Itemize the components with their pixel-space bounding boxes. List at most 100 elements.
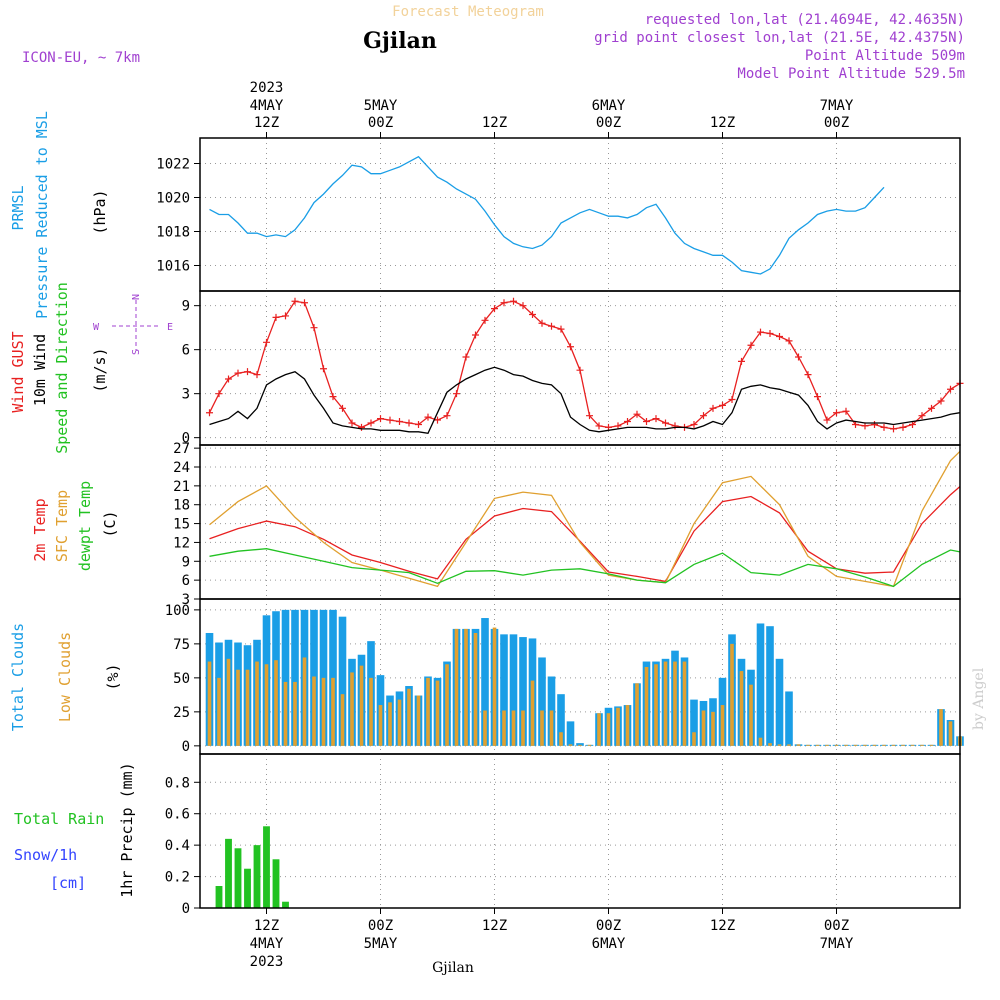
gust-point: [671, 422, 679, 430]
bar-low-clouds: [787, 744, 791, 746]
gust-point: [500, 299, 508, 307]
gust-point: [519, 302, 527, 310]
y-tick-label: 6: [182, 343, 190, 359]
bar-total-clouds: [775, 658, 784, 746]
gust-point: [871, 420, 878, 428]
gust-point: [415, 420, 422, 428]
bar-low-clouds: [340, 694, 345, 746]
gust-point: [947, 385, 954, 393]
bar-low-clouds: [521, 710, 525, 746]
series-10m-wind: [209, 366, 961, 435]
y-tick-label: 0: [182, 739, 190, 755]
y-tick-label: 3: [182, 387, 190, 403]
bar-low-clouds: [492, 627, 497, 746]
bar-low-clouds: [863, 744, 867, 746]
gust-point: [766, 330, 774, 338]
label-dewpt-temp: dewpt Temp: [76, 481, 94, 571]
model-label: ICON-EU, ~ 7km: [22, 50, 140, 66]
requested-coords: requested lon,lat (21.4694E, 42.4635N): [645, 12, 965, 28]
bar-total-clouds: [766, 626, 774, 746]
day-label: 5MAY: [364, 98, 398, 114]
bar-low-clouds: [901, 744, 905, 746]
bar-total-rain: [253, 845, 261, 908]
gust-point: [624, 418, 631, 426]
gust-point: [291, 297, 299, 305]
label-precip: 1hr Precip (mm): [118, 762, 136, 897]
label-celsius: (C): [101, 510, 119, 537]
bar-low-clouds: [825, 744, 829, 746]
bar-low-clouds: [445, 664, 449, 746]
bar-low-clouds: [464, 628, 468, 746]
day-label: 6MAY: [592, 936, 626, 952]
bar-low-clouds: [568, 744, 573, 746]
panel-wind: 0 3 6 9: [182, 290, 964, 447]
gust-point: [396, 418, 403, 426]
bar-total-clouds: [281, 609, 290, 746]
day-label: 4MAY: [250, 936, 284, 952]
day-label: 7MAY: [820, 936, 854, 952]
bar-low-clouds: [236, 669, 240, 746]
bar-low-clouds: [739, 671, 744, 746]
gust-point: [662, 419, 669, 427]
bar-total-clouds: [538, 657, 546, 746]
gust-point: [320, 365, 327, 373]
label-snow: Snow/1h: [14, 846, 77, 864]
bar-total-clouds: [500, 634, 508, 746]
gust-point: [823, 416, 831, 424]
y-tick-label: 21: [173, 479, 190, 495]
bar-low-clouds: [540, 710, 544, 746]
y-tick-label: 1018: [156, 225, 190, 241]
y-tick-label: 27: [173, 441, 190, 457]
bar-low-clouds: [625, 705, 630, 746]
y-tick-label: 15: [173, 517, 190, 533]
bar-low-clouds: [559, 732, 563, 746]
year-label: 2023: [250, 954, 284, 970]
y-tick-label: 100: [165, 603, 190, 619]
compass-rose: N W E S: [93, 294, 173, 355]
bar-low-clouds: [217, 677, 221, 746]
bar-low-clouds: [388, 702, 392, 746]
gust-point: [557, 325, 565, 333]
gust-point: [719, 401, 726, 409]
side-labels: PRMSL Pressure Reduced to MSL (hPa) Wind…: [9, 111, 136, 898]
gust-point: [225, 375, 232, 383]
bar-low-clouds: [530, 680, 535, 746]
panel-frame: [199, 753, 961, 909]
bar-low-clouds: [264, 664, 269, 746]
bar-low-clouds: [891, 744, 896, 746]
gust-point: [462, 353, 470, 361]
gust-point: [633, 410, 641, 418]
gust-point: [567, 343, 574, 351]
bar-total-clouds: [481, 618, 489, 746]
gust-point: [234, 369, 242, 377]
gust-point: [576, 366, 584, 374]
panel-frame: [199, 444, 961, 600]
label-pressure-msl: Pressure Reduced to MSL: [33, 111, 51, 319]
label-low-clouds: Low Clouds: [56, 632, 74, 722]
y-tick-label: 18: [173, 498, 190, 514]
bar-low-clouds: [207, 661, 212, 746]
gust-point: [899, 423, 907, 431]
bar-low-clouds: [730, 643, 734, 746]
label-2m-temp: 2m Temp: [31, 498, 49, 561]
gust-point: [424, 413, 432, 421]
gust-point: [795, 353, 802, 361]
bar-low-clouds: [274, 660, 278, 746]
gust-point: [481, 316, 489, 324]
y-tick-label: 0: [182, 901, 190, 917]
bar-low-clouds: [663, 661, 668, 746]
product-title: Forecast Meteogram: [392, 4, 544, 20]
bar-low-clouds: [606, 713, 611, 746]
time-label: 12Z: [482, 115, 507, 131]
bar-low-clouds: [711, 711, 715, 746]
label-wind-gust: Wind GUST: [9, 331, 27, 412]
label-snow-cm: [cm]: [50, 874, 86, 892]
bar-low-clouds: [758, 737, 763, 746]
bar-low-clouds: [720, 705, 725, 746]
time-label: 12Z: [710, 918, 735, 934]
gust-point: [700, 412, 707, 420]
location-title: Gjilan: [363, 28, 437, 54]
day-label: 6MAY: [592, 98, 626, 114]
